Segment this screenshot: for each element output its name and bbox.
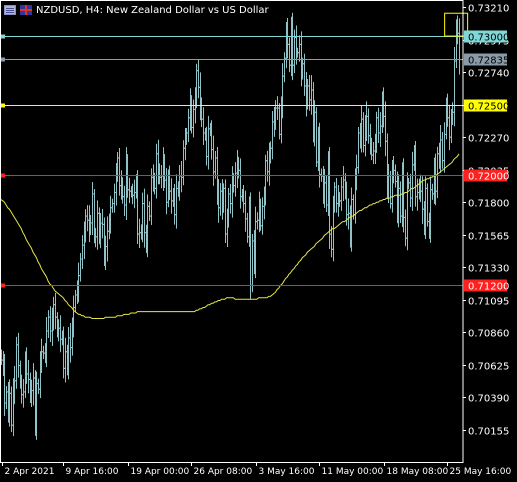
- current-price-label: 0.72835: [468, 56, 509, 67]
- price-tick-label: 0.72270: [468, 134, 509, 145]
- horizontal-levels: [0, 34, 463, 288]
- flag-icon: [20, 5, 32, 15]
- price-tick-label: 0.71330: [468, 264, 509, 275]
- level-0-71200-label: 0.71200: [468, 282, 509, 293]
- plot-frame: [0, 0, 464, 463]
- level-0-72500-tag: [464, 99, 507, 112]
- moving-average-line: [0, 153, 460, 319]
- level-price-tags: 0.73000 0.72835 0.72500 0.72000 0.71200: [464, 30, 509, 293]
- price-tick-label: 0.70860: [468, 329, 509, 340]
- time-tick-label: 2 Apr 2021: [5, 467, 55, 477]
- level-0-72500-anchor[interactable]: [1, 103, 5, 108]
- level-0-72000-label: 0.72000: [468, 172, 509, 183]
- time-tick-label: 11 May 00:00: [322, 467, 384, 477]
- time-tick-label: 3 May 16:00: [259, 467, 315, 477]
- price-tick-label: 0.70155: [468, 427, 509, 438]
- level-0-73000-anchor[interactable]: [1, 34, 5, 39]
- current-price-tag: [464, 53, 507, 66]
- current-price-anchor[interactable]: [1, 57, 5, 62]
- time-tick-label: 25 May 16:00: [450, 467, 512, 477]
- price-tick-label: 0.71095: [468, 297, 509, 308]
- level-0-72000-anchor[interactable]: [1, 173, 5, 178]
- time-tick-label: 19 Apr 00:00: [131, 467, 190, 477]
- price-tick-label: 0.73210: [468, 4, 509, 15]
- price-axis: 0.732100.729750.727400.725050.722700.720…: [463, 4, 509, 438]
- time-tick-label: 26 Apr 08:00: [194, 467, 253, 477]
- price-tick-label: 0.70625: [468, 362, 509, 373]
- level-0-72500-label: 0.72500: [468, 102, 509, 113]
- price-bars: [0, 12, 461, 440]
- level-0-71200-anchor[interactable]: [1, 283, 5, 288]
- chart-title-bar: NZDUSD, H4: New Zealand Dollar vs US Dol…: [4, 2, 269, 18]
- price-tick-label: 0.72740: [468, 69, 509, 80]
- level-0-71200-tag: [464, 279, 507, 292]
- time-axis: 2 Apr 2021 9 Apr 16:00 19 Apr 00:00 26 Apr …: [2, 462, 512, 477]
- level-0-72000-tag: [464, 169, 507, 182]
- chart-title: NZDUSD, H4: New Zealand Dollar vs US Dol…: [36, 4, 269, 16]
- level-0-73000-label: 0.73000: [468, 33, 509, 44]
- price-tick-label: 0.71800: [468, 199, 509, 210]
- currency-flags-icon: [4, 5, 16, 15]
- time-tick-label: 9 Apr 16:00: [66, 467, 119, 477]
- high-highlight-box[interactable]: [444, 12, 469, 37]
- time-tick-label: 18 May 08:00: [387, 467, 449, 477]
- price-tick-label: 0.71565: [468, 232, 509, 243]
- level-0-73000-tag: [464, 30, 507, 43]
- price-tick-label: 0.70390: [468, 394, 509, 405]
